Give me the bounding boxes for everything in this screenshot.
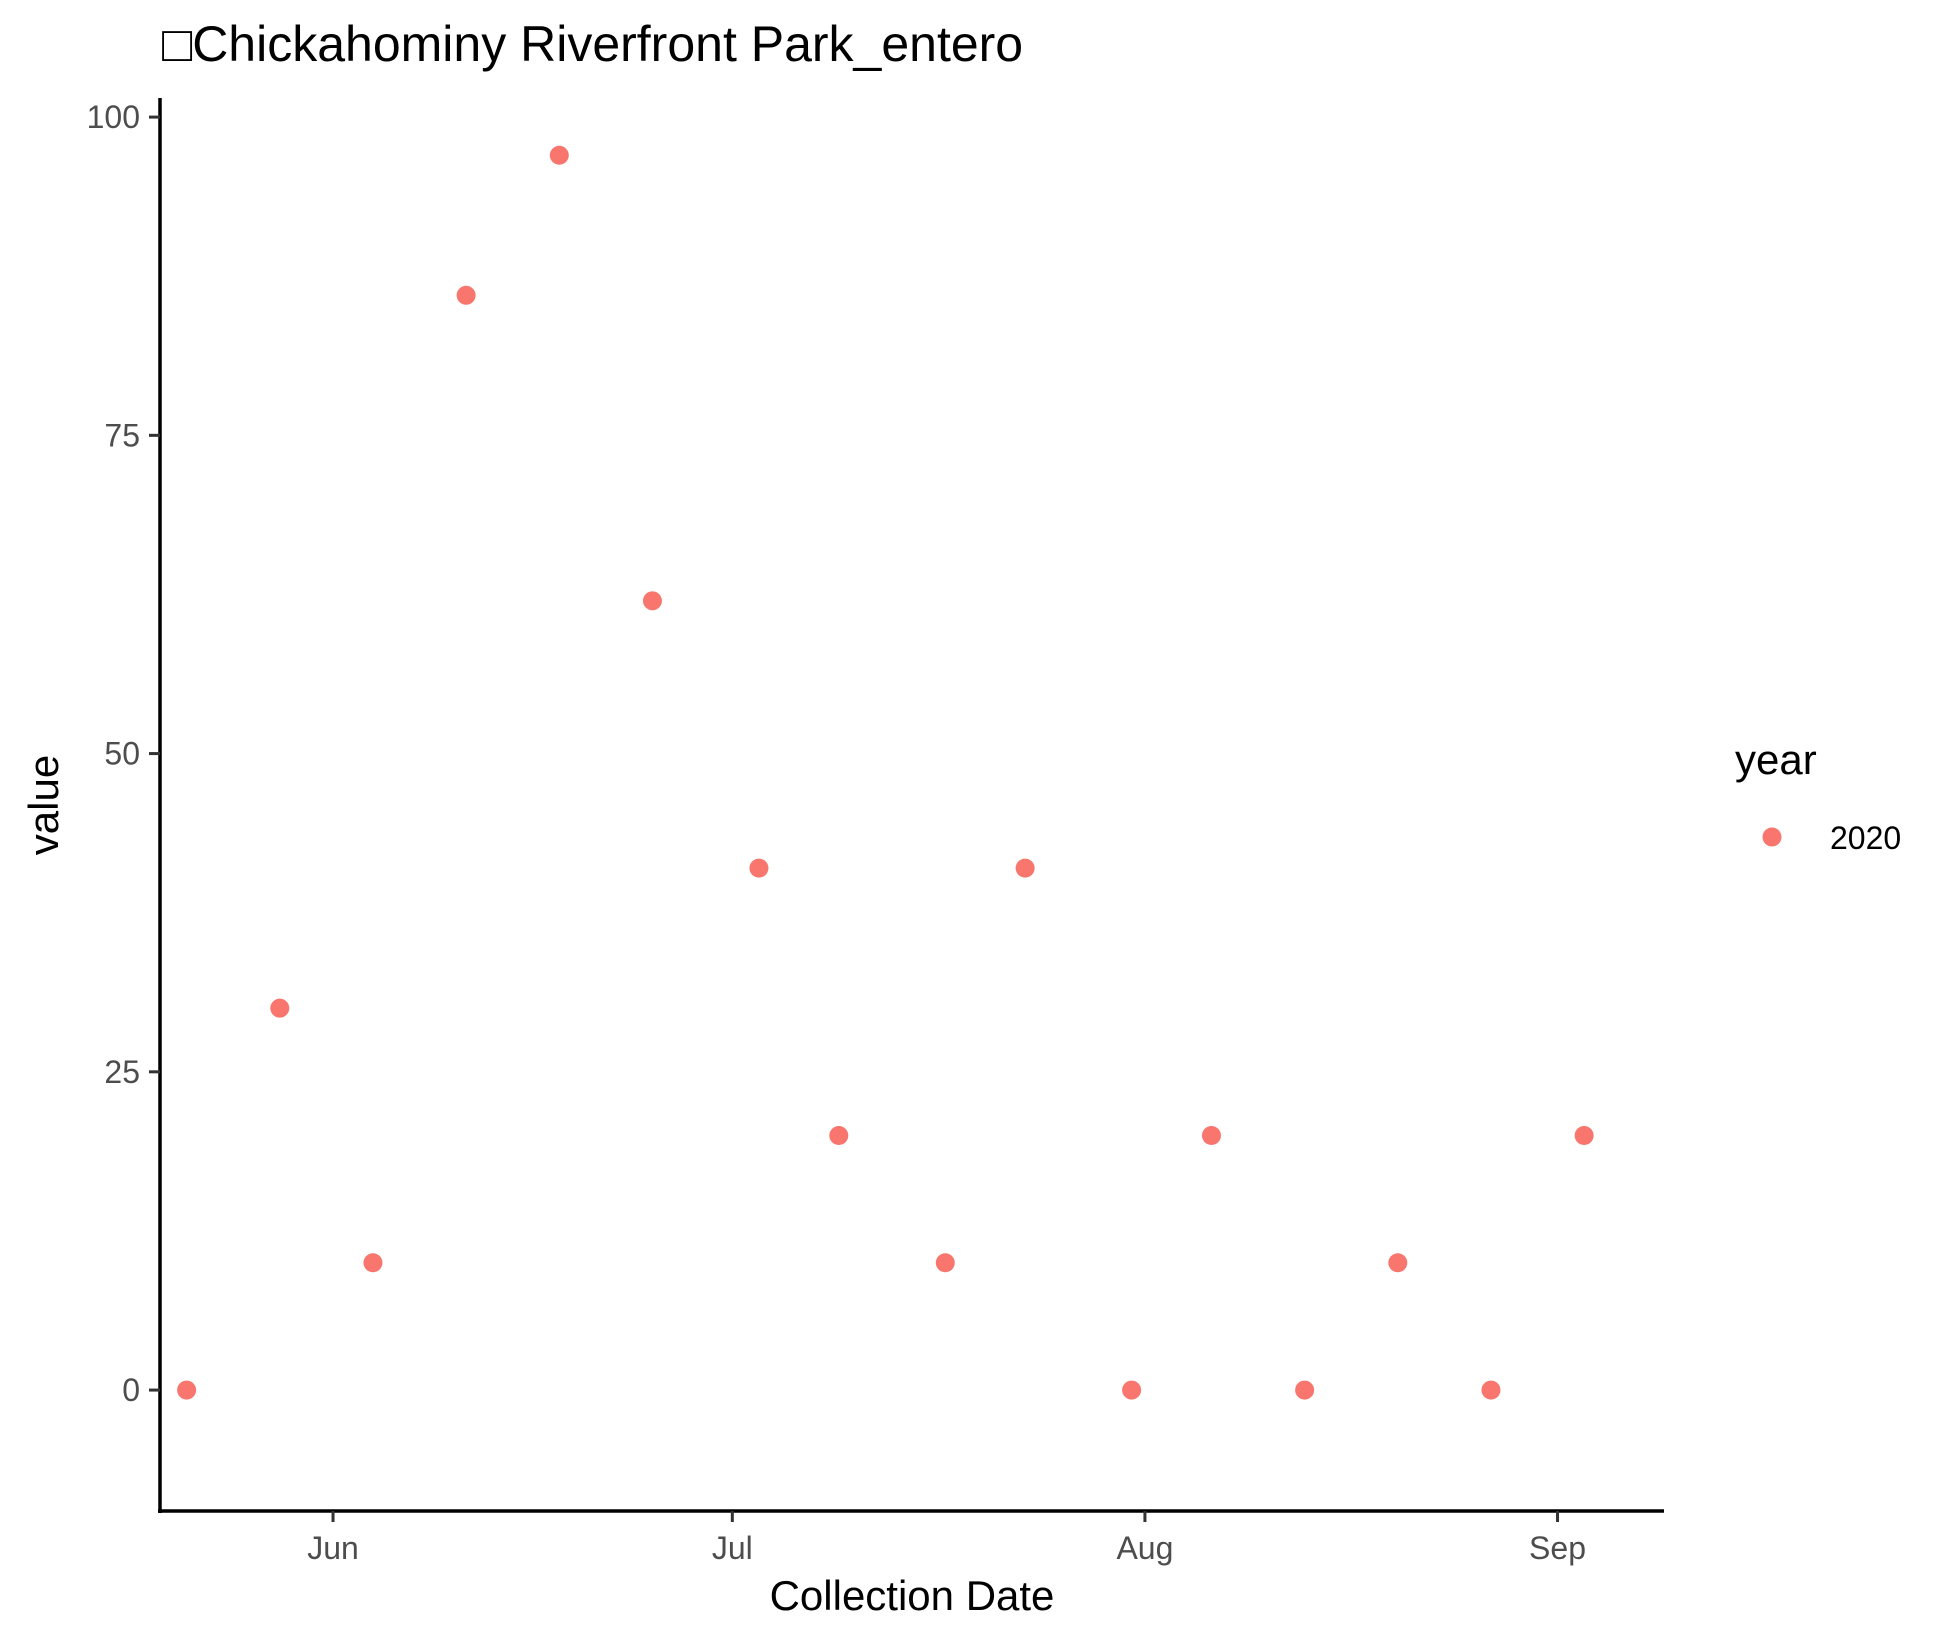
- data-point: [1481, 1380, 1501, 1400]
- axes: [158, 98, 1664, 1513]
- data-point: [270, 998, 290, 1018]
- legend-key-marker: [1762, 827, 1782, 847]
- data-point: [1295, 1380, 1315, 1400]
- chart-title: □Chickahominy Riverfront Park_entero: [162, 16, 1023, 72]
- legend: year 2020: [1735, 736, 1901, 856]
- data-point: [1388, 1253, 1408, 1273]
- data-point: [456, 285, 476, 305]
- legend-title: year: [1735, 736, 1817, 783]
- x-tick-label-jul: Jul: [712, 1530, 753, 1566]
- y-tick-label-75: 75: [104, 417, 140, 453]
- data-point: [1122, 1380, 1142, 1400]
- data-point: [749, 858, 769, 878]
- x-tick-label-sep: Sep: [1529, 1530, 1586, 1566]
- y-tick-label-25: 25: [104, 1054, 140, 1090]
- legend-label-2020: 2020: [1830, 820, 1901, 856]
- y-axis-ticks: 0 25 50 75 100: [87, 99, 160, 1408]
- data-point: [935, 1253, 955, 1273]
- y-axis-title: value: [20, 755, 67, 855]
- data-point: [1201, 1125, 1221, 1145]
- data-point: [642, 591, 662, 611]
- data-points: [177, 145, 1594, 1400]
- data-point: [549, 145, 569, 165]
- x-axis-ticks: Jun Jul Aug Sep: [307, 1511, 1586, 1566]
- data-point: [1574, 1125, 1594, 1145]
- data-point: [829, 1125, 849, 1145]
- data-point: [363, 1253, 383, 1273]
- x-axis-title: Collection Date: [770, 1572, 1055, 1619]
- y-tick-label-100: 100: [87, 99, 140, 135]
- x-tick-label-aug: Aug: [1116, 1530, 1173, 1566]
- x-tick-label-jun: Jun: [307, 1530, 359, 1566]
- data-point: [177, 1380, 197, 1400]
- y-tick-label-0: 0: [122, 1372, 140, 1408]
- data-point: [1015, 858, 1035, 878]
- y-tick-label-50: 50: [104, 736, 140, 772]
